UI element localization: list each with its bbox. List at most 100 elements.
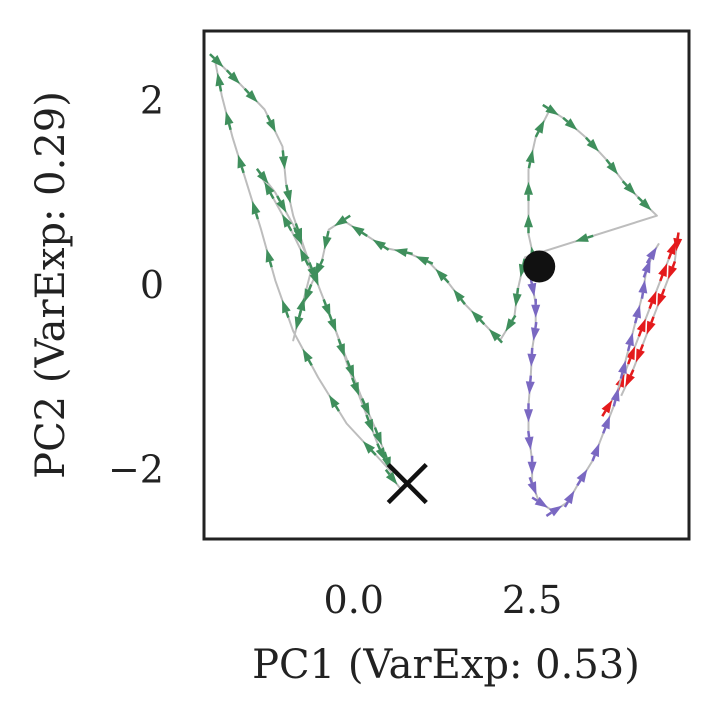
trajectory-arrow-shaft [218,85,223,92]
y-tick-label: 2 [140,78,164,122]
trajectory-arrow-shaft [576,479,582,487]
trajectory-arrow [282,214,293,228]
trajectory-arrow-shaft [645,257,652,264]
trajectory-arrow [321,303,331,318]
trajectory-arrow [282,299,291,314]
trajectory-arrow-shaft [545,511,553,517]
trajectory-arrow [350,381,360,396]
start-marker [523,250,556,283]
trajectory-arrow [265,248,275,263]
trajectory-arrow-shaft [285,311,290,319]
trajectory-arrow-shaft [601,410,607,417]
trajectory-arrow [237,154,247,169]
trajectory-arrow [453,289,465,303]
end-marker [386,462,428,505]
trajectory-arrow-shaft [460,298,466,305]
trajectory-arrow [224,111,234,126]
trajectory-arrow [646,246,657,261]
trajectory-arrow-shaft [310,267,315,275]
trajectory-arrow-shaft [334,405,340,412]
trajectory-arrow [623,182,636,195]
y-tick-label: −2 [108,448,164,492]
trajectory-arrow [364,418,374,433]
trajectory-arrow [673,237,683,252]
trajectory-arrow [394,248,408,257]
trajectory-arrow [524,436,534,450]
trajectory-arrow-shaft [637,196,644,203]
trajectory-arrow [641,259,651,274]
trajectory-arrow-shaft [639,344,645,351]
trajectory-arrow [302,348,313,363]
trajectory-arrow [545,104,559,116]
trajectory-series-1 [601,232,683,417]
trajectory-arrow [636,318,646,333]
trajectory-arrow-shaft [383,451,388,459]
trajectory-arrow-shaft [276,195,282,202]
trajectory-arrow-shaft [346,360,351,367]
trajectory-arrow-shaft [534,321,538,329]
trajectory-arrow-shaft [269,192,275,200]
trajectory-arrow-shaft [479,318,486,326]
trajectory-arrow [336,343,345,357]
trajectory-line [527,242,660,513]
trajectory-arrow [505,318,517,332]
trajectory-arrow-shaft [298,309,303,317]
trajectory-arrow-shaft [240,166,245,174]
trajectory-arrow [304,288,314,303]
trajectory-arrow [524,409,533,423]
end-marker-stroke [386,462,428,505]
trajectory-arrow-shaft [443,277,450,284]
trajectory-arrow-shaft [361,231,368,237]
trajectory-arrow [534,120,545,134]
trajectory-arrow-shaft [209,53,216,60]
trajectory-arrow [415,256,430,266]
trajectory-arrow [372,239,386,251]
trajectory-arrow-shaft [308,262,313,269]
trajectory-arrow-shaft [255,168,262,175]
trajectory-arrow [601,400,613,414]
trajectory-arrow [531,327,540,341]
x-tick-label: 2.5 [502,578,562,622]
trajectory-arrow-shaft [225,69,232,76]
trajectory-arrow-shaft [605,158,612,166]
trajectory-arrow [527,282,537,297]
trajectory-arrow [618,360,627,374]
trajectory-arrow [512,293,522,307]
trajectory-arrow-shaft [671,260,677,268]
trajectory-arrow [625,332,634,347]
trajectory-arrow [215,72,225,87]
trajectory-arrow-shaft [629,369,635,376]
trajectory-arrow [296,297,306,312]
trajectory-arrow-shaft [602,427,607,434]
trajectory-arrow-shaft [627,358,632,365]
trajectory-arrow [610,387,620,402]
trajectory-line [602,233,680,415]
trajectory-arrow [531,304,541,318]
trajectory-arrow [625,373,635,388]
trajectory-arrow-shaft [534,131,540,138]
trajectory-arrow [524,214,533,228]
trajectory-arrow [278,156,288,170]
trajectory-arrow [525,381,535,395]
trajectory-arrow [264,181,275,196]
trajectory-arrow [564,490,575,505]
trajectory-arrow-shaft [591,454,596,462]
trajectory-arrow [211,55,224,68]
trajectory-arrow [632,304,641,319]
trajectory-arrow-shaft [542,103,549,110]
trajectory-arrow-shaft [304,259,310,266]
trajectory-arrow-shaft [285,184,289,191]
trajectory-arrow [360,402,370,416]
trajectory-arrow [601,415,610,430]
plot-area [209,53,683,517]
trajectory-arrow [647,290,657,305]
trajectory-arrow [638,279,648,294]
trajectory-arrow [283,189,292,204]
trajectory-arrow-shaft [294,223,299,230]
trajectory-arrow-shaft [254,213,259,220]
trajectory-arrow [527,353,537,367]
trajectory-arrow [471,310,484,323]
trajectory-arrow [524,181,533,195]
trajectory-arrow-shaft [648,302,653,310]
trajectory-arrow-shaft [612,400,617,407]
